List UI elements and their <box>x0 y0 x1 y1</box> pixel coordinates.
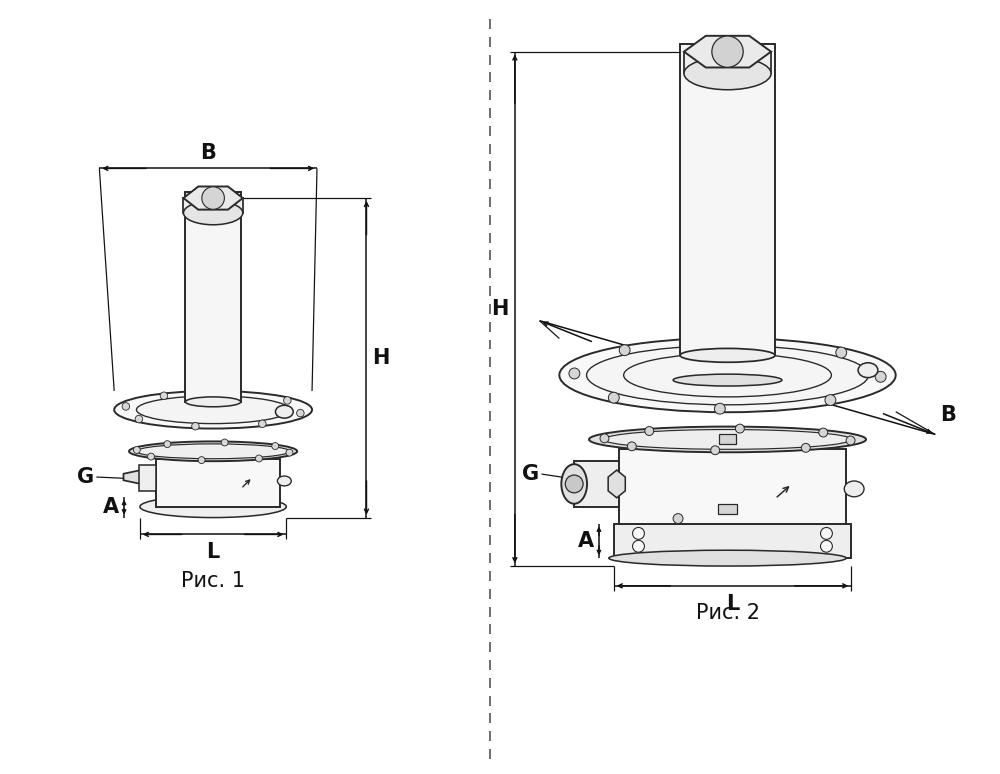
Text: A: A <box>103 497 119 517</box>
Circle shape <box>627 442 636 450</box>
Polygon shape <box>139 465 156 491</box>
Circle shape <box>148 453 154 460</box>
Circle shape <box>875 372 886 382</box>
Polygon shape <box>185 192 241 402</box>
Circle shape <box>259 420 266 427</box>
Text: H: H <box>372 348 390 368</box>
Ellipse shape <box>185 397 241 407</box>
Ellipse shape <box>609 550 846 566</box>
Circle shape <box>821 527 832 539</box>
Circle shape <box>735 424 744 433</box>
Polygon shape <box>614 523 851 558</box>
Ellipse shape <box>561 464 587 504</box>
Circle shape <box>565 475 583 493</box>
Circle shape <box>221 439 228 446</box>
Circle shape <box>255 455 262 462</box>
Text: B: B <box>940 405 956 425</box>
Ellipse shape <box>673 374 782 386</box>
Circle shape <box>825 395 836 406</box>
Circle shape <box>633 527 644 539</box>
Ellipse shape <box>624 354 831 397</box>
Ellipse shape <box>858 363 878 378</box>
Circle shape <box>122 402 130 410</box>
Polygon shape <box>156 459 280 507</box>
Polygon shape <box>183 198 243 213</box>
Ellipse shape <box>129 441 297 461</box>
Polygon shape <box>680 44 775 355</box>
Circle shape <box>711 446 720 454</box>
Polygon shape <box>183 187 243 210</box>
Circle shape <box>227 389 235 397</box>
Circle shape <box>633 540 644 552</box>
Circle shape <box>133 447 140 454</box>
Text: Рис. 1: Рис. 1 <box>181 571 245 591</box>
Circle shape <box>801 444 810 452</box>
Text: H: H <box>492 299 509 319</box>
Circle shape <box>272 443 279 450</box>
Polygon shape <box>619 450 846 523</box>
Ellipse shape <box>136 444 290 459</box>
Text: L: L <box>726 594 739 614</box>
Circle shape <box>135 416 143 423</box>
Ellipse shape <box>183 201 243 224</box>
Ellipse shape <box>140 496 286 518</box>
Polygon shape <box>719 434 736 444</box>
Circle shape <box>645 426 654 436</box>
Text: L: L <box>206 543 220 562</box>
Ellipse shape <box>680 348 775 362</box>
Ellipse shape <box>684 57 771 90</box>
Circle shape <box>608 392 619 403</box>
Circle shape <box>819 428 828 437</box>
Circle shape <box>286 449 293 456</box>
Polygon shape <box>684 52 771 74</box>
Ellipse shape <box>587 345 868 405</box>
Circle shape <box>821 540 832 552</box>
Polygon shape <box>574 461 619 507</box>
Text: G: G <box>522 464 540 484</box>
Polygon shape <box>684 36 771 67</box>
Polygon shape <box>608 470 625 498</box>
Text: Рис. 2: Рис. 2 <box>696 602 760 622</box>
Text: B: B <box>200 143 216 163</box>
Circle shape <box>569 368 580 379</box>
Ellipse shape <box>114 391 312 429</box>
Ellipse shape <box>559 338 896 413</box>
Text: A: A <box>578 531 594 551</box>
Circle shape <box>164 440 171 447</box>
Circle shape <box>160 392 168 399</box>
Circle shape <box>198 457 205 464</box>
Ellipse shape <box>277 476 291 486</box>
Circle shape <box>192 423 199 430</box>
Circle shape <box>600 434 609 443</box>
Ellipse shape <box>589 426 866 452</box>
Ellipse shape <box>275 406 293 418</box>
Polygon shape <box>124 471 154 484</box>
Text: G: G <box>77 467 94 487</box>
Circle shape <box>202 187 224 209</box>
Circle shape <box>846 436 855 445</box>
Polygon shape <box>718 504 737 514</box>
Ellipse shape <box>844 481 864 497</box>
Ellipse shape <box>604 430 851 450</box>
Circle shape <box>836 347 847 358</box>
Circle shape <box>619 344 630 355</box>
Circle shape <box>284 397 291 404</box>
Circle shape <box>712 36 743 67</box>
Circle shape <box>673 514 683 523</box>
Ellipse shape <box>136 396 290 423</box>
Circle shape <box>714 403 725 414</box>
Circle shape <box>730 336 741 347</box>
Circle shape <box>297 409 304 417</box>
